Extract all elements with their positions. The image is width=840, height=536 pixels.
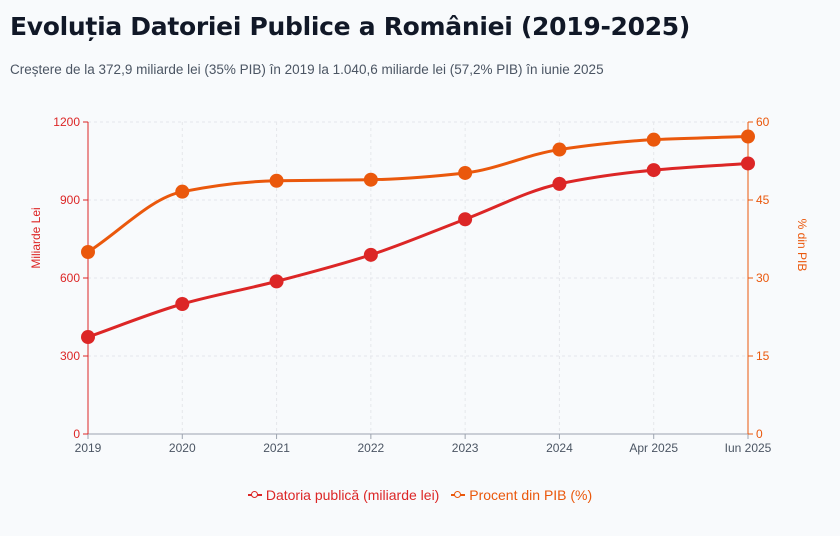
x-tick-label: 2021 [263, 441, 290, 455]
line-marker-icon [451, 490, 466, 500]
legend: Datoria publică (miliarde lei) Procent d… [0, 487, 840, 503]
y-right-axis-title: % din PIB [795, 219, 809, 272]
data-point [552, 142, 567, 157]
legend-label: Datoria publică (miliarde lei) [265, 487, 440, 503]
y-left-tick-label: 300 [60, 349, 80, 363]
subtitle: Creștere de la 372,9 miliarde lei (35% P… [10, 62, 604, 77]
data-point [175, 184, 190, 199]
y-right-tick-label: 45 [756, 193, 770, 207]
x-tick-label: 2019 [75, 441, 102, 455]
page-title: Evoluția Datoriei Publice a României (20… [10, 12, 691, 41]
legend-item-debt[interactable]: Datoria publică (miliarde lei) [247, 487, 440, 503]
x-tick-label: Iun 2025 [725, 441, 772, 455]
y-right-tick-label: 15 [756, 349, 770, 363]
y-right-tick-label: 60 [756, 115, 770, 129]
data-point [81, 330, 95, 345]
data-point [269, 274, 284, 289]
data-point [269, 173, 284, 188]
x-tick-label: 2024 [546, 441, 573, 455]
data-point [363, 172, 378, 187]
y-right-tick-label: 30 [756, 271, 770, 285]
x-tick-label: 2020 [169, 441, 196, 455]
data-point [175, 297, 190, 311]
data-point [646, 163, 661, 178]
y-left-tick-label: 600 [60, 271, 80, 285]
data-point [458, 165, 473, 180]
legend-item-gdp-percent[interactable]: Procent din PIB (%) [451, 487, 592, 503]
line-marker-icon [247, 490, 262, 500]
data-point [363, 247, 378, 262]
y-left-tick-label: 1200 [53, 115, 80, 129]
x-tick-label: 2022 [358, 441, 385, 455]
data-point [458, 212, 473, 227]
y-right-tick-label: 0 [756, 427, 763, 441]
y-left-tick-label: 900 [60, 193, 80, 207]
data-point [741, 129, 755, 144]
x-tick-label: 2023 [452, 441, 479, 455]
y-left-axis-title: Miliarde Lei [29, 207, 43, 268]
data-point [81, 245, 95, 259]
data-point [552, 176, 567, 191]
x-tick-label: Apr 2025 [629, 441, 678, 455]
legend-label: Procent din PIB (%) [469, 487, 593, 503]
data-point [646, 132, 661, 147]
y-left-tick-label: 0 [73, 427, 80, 441]
data-point [741, 156, 755, 171]
